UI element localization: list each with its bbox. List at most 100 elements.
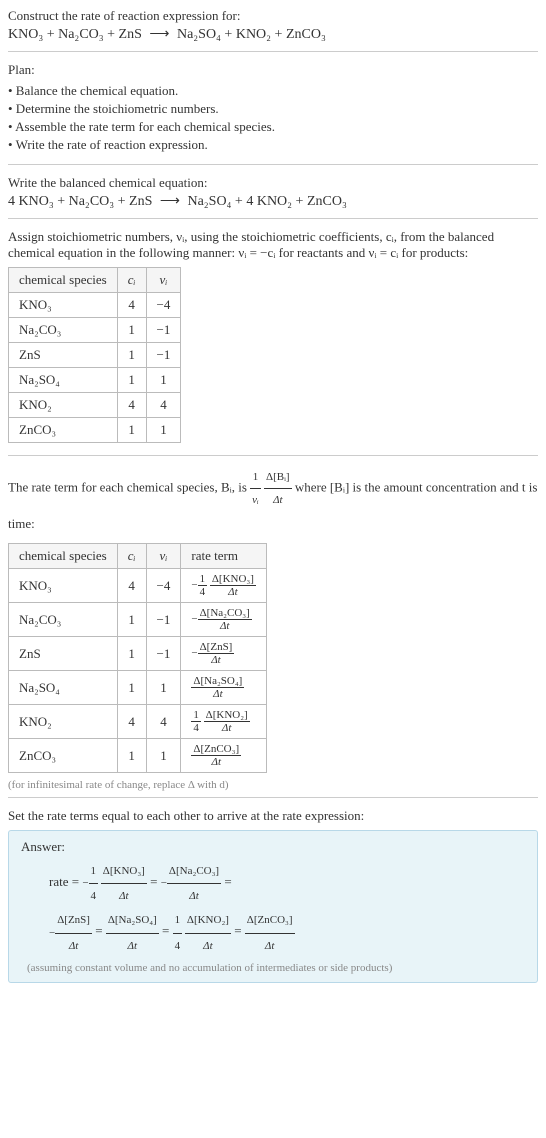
table-row: ZnCO₃11 — [9, 418, 181, 443]
table-cell: −4 — [146, 569, 181, 603]
table-row: KNO₂4414 Δ[KNO₂]Δt — [9, 705, 267, 739]
answer-note: (assuming constant volume and no accumul… — [21, 962, 525, 974]
rate-term-expr: Δ[Na₂SO₄]Δt — [191, 681, 244, 693]
table-cell: −Δ[ZnS]Δt — [181, 637, 267, 671]
table-cell: ZnS — [9, 637, 118, 671]
table-cell: 1 — [117, 418, 146, 443]
rateterm-section: The rate term for each chemical species,… — [8, 455, 538, 797]
rateterm-footnote: (for infinitesimal rate of change, repla… — [8, 779, 538, 791]
final-section: Set the rate terms equal to each other t… — [8, 797, 538, 989]
table-cell: Na₂CO₃ — [9, 318, 118, 343]
plan-bullet: • Write the rate of reaction expression. — [8, 136, 538, 154]
plan-bullets: • Balance the chemical equation. • Deter… — [8, 82, 538, 154]
table-cell: 4 — [117, 569, 146, 603]
table-cell: 1 — [146, 418, 181, 443]
table-cell: ZnCO₃ — [9, 418, 118, 443]
rate-term-expr: Δ[ZnCO₃]Δt — [245, 927, 295, 939]
table-cell: −1 — [146, 637, 181, 671]
final-heading: Set the rate terms equal to each other t… — [8, 808, 538, 824]
balanced-section: Write the balanced chemical equation: 4 … — [8, 164, 538, 218]
col-species: chemical species — [9, 544, 118, 569]
table-cell: 4 — [146, 705, 181, 739]
arrow-icon: ⟶ — [145, 27, 173, 42]
stoich-section: Assign stoichiometric numbers, νᵢ, using… — [8, 218, 538, 455]
table-cell: Na₂SO₄ — [9, 368, 118, 393]
table-cell: Δ[ZnCO₃]Δt — [181, 739, 267, 773]
table-cell: 1 — [117, 739, 146, 773]
table-cell: 1 — [117, 343, 146, 368]
table-cell: −Δ[Na₂CO₃]Δt — [181, 603, 267, 637]
intro-line: Construct the rate of reaction expressio… — [8, 8, 538, 24]
table-row: KNO₂44 — [9, 393, 181, 418]
rate-term-expr: −Δ[Na₂CO₃]Δt — [161, 877, 221, 889]
table-cell: 1 — [117, 318, 146, 343]
intro-equation: KNO₃ + Na₂CO₃ + ZnS ⟶ Na₂SO₄ + KNO₂ + Zn… — [8, 24, 538, 45]
stoich-heading: Assign stoichiometric numbers, νᵢ, using… — [8, 229, 538, 261]
rateterm-table: chemical species cᵢ νᵢ rate term KNO₃4−4… — [8, 543, 267, 773]
balanced-rhs: Na₂SO₄ + 4 KNO₂ + ZnCO₃ — [187, 194, 346, 209]
plan-bullet: • Assemble the rate term for each chemic… — [8, 118, 538, 136]
col-vi: νᵢ — [146, 268, 181, 293]
rateterm-outer-frac: 1 νᵢ — [250, 466, 261, 511]
table-cell: 1 — [117, 603, 146, 637]
rate-term-expr: −Δ[ZnS]Δt — [191, 647, 234, 659]
table-row: Na₂SO₄11 — [9, 368, 181, 393]
answer-line-1: rate = −14 Δ[KNO₃]Δt = −Δ[Na₂CO₃]Δt = — [49, 859, 525, 908]
table-row: KNO₃4−4 — [9, 293, 181, 318]
plan-bullet: • Balance the chemical equation. — [8, 82, 538, 100]
table-header-row: chemical species cᵢ νᵢ — [9, 268, 181, 293]
table-cell: 1 — [146, 671, 181, 705]
table-cell: ZnS — [9, 343, 118, 368]
table-cell: 1 — [146, 739, 181, 773]
balanced-equation: 4 KNO₃ + Na₂CO₃ + ZnS ⟶ Na₂SO₄ + 4 KNO₂ … — [8, 191, 538, 212]
answer-line-2: −Δ[ZnS]Δt = Δ[Na₂SO₄]Δt = 14 Δ[KNO₂]Δt =… — [49, 908, 525, 957]
rate-term-expr: −14 Δ[KNO₃]Δt — [191, 579, 256, 591]
table-cell: 4 — [117, 293, 146, 318]
table-cell: Na₂SO₄ — [9, 671, 118, 705]
rate-term-expr: 14 Δ[KNO₂]Δt — [191, 715, 249, 727]
rateterm-heading: The rate term for each chemical species,… — [8, 466, 538, 537]
plan-section: Plan: • Balance the chemical equation. •… — [8, 51, 538, 164]
table-cell: −1 — [146, 318, 181, 343]
col-ci: cᵢ — [117, 268, 146, 293]
table-cell: 1 — [117, 368, 146, 393]
table-cell: KNO₂ — [9, 705, 118, 739]
rate-term-expr: Δ[Na₂SO₄]Δt — [106, 927, 159, 939]
table-row: ZnCO₃11Δ[ZnCO₃]Δt — [9, 739, 267, 773]
table-cell: KNO₂ — [9, 393, 118, 418]
rate-term-expr: −14 Δ[KNO₃]Δt — [82, 877, 147, 889]
rateterm-inner-frac: Δ[Bᵢ] Δt — [264, 466, 292, 511]
table-cell: 1 — [146, 368, 181, 393]
table-row: ZnS1−1 — [9, 343, 181, 368]
answer-label: Answer: — [21, 839, 525, 855]
answer-equation: rate = −14 Δ[KNO₃]Δt = −Δ[Na₂CO₃]Δt =−Δ[… — [21, 859, 525, 958]
table-row: Na₂CO₃1−1 −Δ[Na₂CO₃]Δt — [9, 603, 267, 637]
table-cell: −14 Δ[KNO₃]Δt — [181, 569, 267, 603]
table-row: Na₂CO₃1−1 — [9, 318, 181, 343]
table-header-row: chemical species cᵢ νᵢ rate term — [9, 544, 267, 569]
stoich-table: chemical species cᵢ νᵢ KNO₃4−4Na₂CO₃1−1Z… — [8, 267, 181, 443]
rate-term-expr: −Δ[ZnS]Δt — [49, 927, 92, 939]
table-cell: ZnCO₃ — [9, 739, 118, 773]
table-row: ZnS1−1 −Δ[ZnS]Δt — [9, 637, 267, 671]
rate-term-expr: Δ[ZnCO₃]Δt — [191, 749, 241, 761]
intro-eq-rhs: Na₂SO₄ + KNO₂ + ZnCO₃ — [177, 27, 326, 42]
rateterm-heading-pre: The rate term for each chemical species,… — [8, 479, 250, 494]
answer-box: Answer: rate = −14 Δ[KNO₃]Δt = −Δ[Na₂CO₃… — [8, 830, 538, 983]
intro-eq-lhs: KNO₃ + Na₂CO₃ + ZnS — [8, 27, 142, 42]
balanced-heading: Write the balanced chemical equation: — [8, 175, 538, 191]
table-cell: −1 — [146, 603, 181, 637]
col-rate: rate term — [181, 544, 267, 569]
rate-term-expr: −Δ[Na₂CO₃]Δt — [191, 613, 251, 625]
table-row: KNO₃4−4−14 Δ[KNO₃]Δt — [9, 569, 267, 603]
table-cell: 1 — [117, 637, 146, 671]
table-cell: Na₂CO₃ — [9, 603, 118, 637]
balanced-lhs: 4 KNO₃ + Na₂CO₃ + ZnS — [8, 194, 152, 209]
table-cell: 1 — [117, 671, 146, 705]
rate-term-expr: 14 Δ[KNO₂]Δt — [173, 927, 231, 939]
table-cell: 14 Δ[KNO₂]Δt — [181, 705, 267, 739]
table-cell: −4 — [146, 293, 181, 318]
plan-heading: Plan: — [8, 62, 538, 78]
table-cell: 4 — [117, 705, 146, 739]
table-cell: Δ[Na₂SO₄]Δt — [181, 671, 267, 705]
